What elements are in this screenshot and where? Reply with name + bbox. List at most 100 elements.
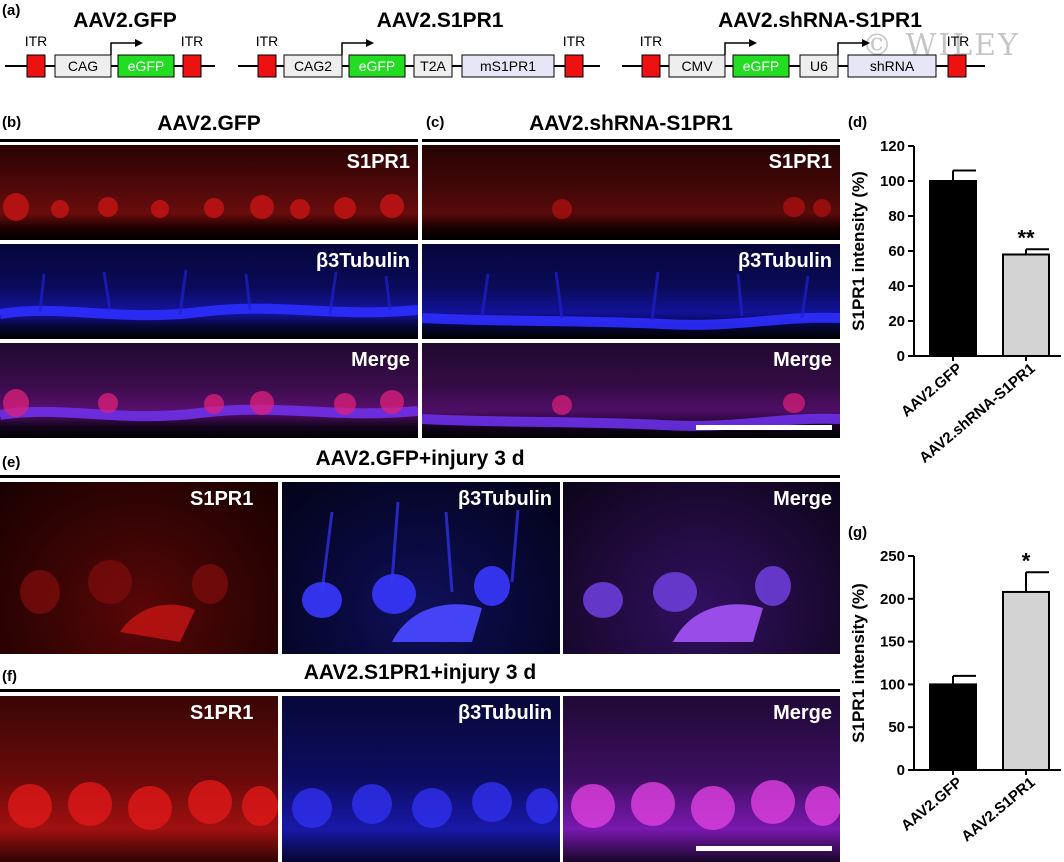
panel-b-title: AAV2.GFP	[157, 112, 261, 135]
y-tick-label: 80	[888, 208, 905, 225]
bar	[1002, 253, 1050, 357]
scale-bar	[696, 425, 832, 430]
transcription-arrow	[837, 42, 862, 55]
significance-marker: *	[1022, 548, 1031, 573]
micrograph-c-merge: Merge	[422, 343, 840, 438]
panel-e-title: AAV2.GFP+injury 3 d	[315, 447, 525, 470]
u6-label: U6	[810, 58, 828, 74]
chart-g: 0 50 100 150 200 250 S1PR1 intensity (%) AAV2.G…	[849, 548, 1061, 845]
x-tick-label: AAV2.GFP	[898, 360, 966, 421]
y-tick-label: 0	[897, 348, 905, 365]
u6-box	[799, 54, 839, 78]
promoter-label: CAG2	[294, 58, 332, 74]
panel-label-f: (f)	[2, 668, 17, 685]
micrograph-e-tubulin: β3Tubulin	[282, 482, 560, 654]
channel-label: β3Tubulin	[457, 488, 552, 510]
construct-title-3: AAV2.shRNA-S1PR1	[718, 9, 922, 32]
itr-label: ITR	[640, 33, 663, 49]
micrograph-e-s1pr1: S1PR1	[0, 482, 278, 654]
transcription-arrow	[341, 42, 366, 55]
itr-box	[947, 54, 967, 78]
egfp-label: eGFP	[743, 58, 780, 74]
promoter-label: CAG	[68, 58, 98, 74]
y-axis-label: S1PR1 intensity (%)	[849, 171, 868, 331]
itr-box	[564, 54, 584, 78]
itr-label: ITR	[25, 33, 48, 49]
transcription-arrow	[110, 42, 135, 55]
itr-box	[182, 54, 202, 78]
shrna-label: shRNA	[870, 58, 915, 74]
channel-label: S1PR1	[190, 488, 254, 510]
panel-f-rule	[0, 689, 840, 692]
panel-f-title: AAV2.S1PR1+injury 3 d	[303, 661, 537, 684]
micrograph-b-merge: Merge	[0, 343, 418, 438]
t2a-label: T2A	[420, 58, 446, 74]
y-tick-label: 100	[880, 676, 905, 693]
x-tick-label: AAV2.GFP	[898, 774, 966, 835]
itr-label: ITR	[181, 33, 204, 49]
channel-label: Merge	[773, 702, 832, 724]
panel-label-c: (c)	[426, 114, 445, 131]
channel-label: Merge	[773, 488, 832, 510]
micrograph-f-tubulin: β3Tubulin	[282, 696, 560, 862]
y-tick-label: 120	[880, 138, 905, 155]
channel-label: Merge	[773, 349, 832, 371]
micrograph-f-s1pr1: S1PR1	[0, 696, 278, 862]
x-tick-label: AAV2.S1PR1	[958, 774, 1038, 845]
panel-c-title: AAV2.shRNA-S1PR1	[529, 112, 733, 135]
micrograph-c-s1pr1: S1PR1	[422, 145, 840, 240]
ms1pr1-label: mS1PR1	[480, 58, 536, 74]
transcription-arrow	[724, 42, 749, 55]
egfp-box	[732, 54, 790, 78]
y-tick-label: 50	[888, 719, 905, 736]
channel-label: β3Tubulin	[737, 250, 832, 272]
micrograph-e-merge: Merge	[563, 482, 840, 654]
panel-label-b: (b)	[2, 114, 22, 131]
promoter-label: CMV	[681, 58, 713, 74]
itr-label: ITR	[563, 33, 586, 49]
itr-label: ITR	[256, 33, 279, 49]
channel-label: β3Tubulin	[315, 250, 410, 272]
bar	[1002, 590, 1050, 772]
construct-title-2: AAV2.S1PR1	[377, 9, 504, 32]
significance-marker: **	[1017, 225, 1035, 250]
y-tick-label: 60	[888, 243, 905, 260]
y-tick-label: 40	[888, 278, 905, 295]
panel-c-rule	[422, 139, 840, 142]
y-tick-label: 150	[880, 634, 905, 651]
channel-label: Merge	[351, 349, 410, 371]
channel-label: S1PR1	[190, 702, 254, 724]
y-tick-label: 250	[880, 548, 905, 565]
micrograph-b-tubulin: β3Tubulin	[0, 244, 418, 339]
y-axis-label: S1PR1 intensity (%)	[849, 583, 868, 743]
ms1pr1-box	[461, 54, 555, 78]
channel-label: β3Tubulin	[457, 702, 552, 724]
itr-box	[257, 54, 277, 78]
egfp-label: eGFP	[359, 58, 396, 74]
t2a-box	[413, 54, 453, 78]
panel-label-a: (a)	[2, 2, 21, 19]
egfp-box	[348, 54, 406, 78]
micrograph-c-tubulin: β3Tubulin	[422, 244, 840, 339]
promoter-box	[283, 54, 343, 78]
egfp-box	[117, 54, 175, 78]
y-tick-label: 0	[897, 762, 905, 779]
panel-e-rule	[0, 475, 840, 478]
panel-label-d: (d)	[848, 114, 868, 131]
bar	[929, 180, 977, 357]
itr-box	[641, 54, 661, 78]
construct-title-1: AAV2.GFP	[73, 9, 176, 32]
scale-bar	[696, 846, 832, 851]
panel-b-rule	[0, 139, 418, 142]
y-tick-label: 200	[880, 591, 905, 608]
itr-label: ITR	[947, 33, 970, 49]
panel-label-e: (e)	[2, 454, 21, 471]
micrograph-b-s1pr1: S1PR1	[0, 145, 418, 240]
egfp-label: eGFP	[128, 58, 165, 74]
itr-box	[26, 54, 46, 78]
y-tick-label: 20	[888, 313, 905, 330]
promoter-box	[668, 54, 726, 78]
promoter-box	[54, 54, 112, 78]
chart-d: 0 20 40 60 80 100 120 S1PR1 intensity (%) AAV2.G…	[849, 138, 1061, 467]
micrograph-f-merge: Merge	[563, 696, 840, 862]
